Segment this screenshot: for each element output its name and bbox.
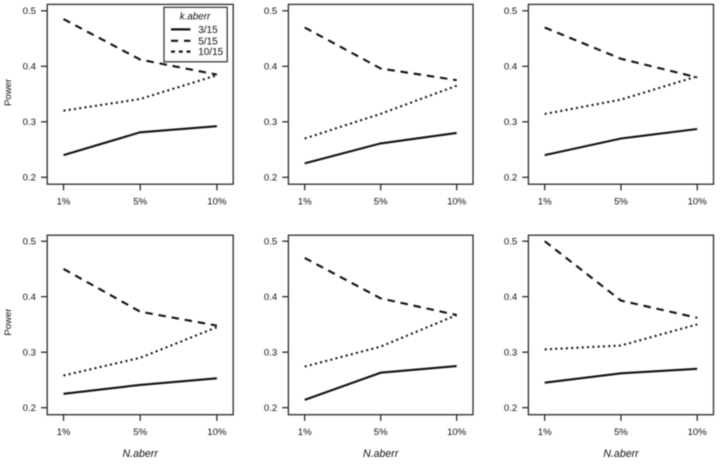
svg-text:0.5: 0.5	[23, 237, 36, 248]
svg-text:Power: Power	[3, 308, 14, 336]
svg-text:10%: 10%	[447, 427, 467, 438]
svg-text:10%: 10%	[447, 197, 467, 208]
svg-text:0.3: 0.3	[264, 117, 277, 128]
svg-text:k.aberr: k.aberr	[180, 11, 211, 22]
svg-text:0.4: 0.4	[504, 292, 518, 303]
svg-text:0.3: 0.3	[23, 348, 36, 359]
svg-text:1%: 1%	[538, 427, 552, 438]
svg-text:10%: 10%	[207, 427, 227, 438]
svg-text:N.aberr: N.aberr	[363, 448, 399, 460]
svg-text:0.2: 0.2	[264, 173, 277, 184]
svg-text:5/15: 5/15	[198, 36, 218, 47]
svg-text:0.4: 0.4	[504, 62, 518, 73]
svg-text:10%: 10%	[688, 427, 708, 438]
svg-text:0.3: 0.3	[23, 117, 36, 128]
svg-text:5%: 5%	[614, 197, 628, 208]
svg-text:5%: 5%	[133, 427, 147, 438]
svg-text:1%: 1%	[298, 197, 312, 208]
svg-text:1%: 1%	[57, 427, 71, 438]
svg-text:10%: 10%	[207, 197, 227, 208]
svg-text:0.4: 0.4	[23, 62, 37, 73]
svg-text:1%: 1%	[298, 427, 312, 438]
svg-text:N.aberr: N.aberr	[603, 448, 639, 460]
svg-text:0.2: 0.2	[504, 403, 517, 414]
svg-text:0.5: 0.5	[264, 6, 277, 17]
svg-text:5%: 5%	[133, 197, 147, 208]
svg-text:Power: Power	[3, 78, 14, 106]
svg-text:3/15: 3/15	[198, 25, 218, 36]
svg-text:N.aberr: N.aberr	[123, 448, 159, 460]
svg-text:0.3: 0.3	[264, 348, 277, 359]
svg-text:0.3: 0.3	[504, 348, 517, 359]
svg-text:10%: 10%	[688, 197, 708, 208]
svg-text:0.2: 0.2	[264, 403, 277, 414]
svg-text:0.5: 0.5	[264, 237, 277, 248]
svg-text:0.5: 0.5	[504, 6, 517, 17]
svg-text:5%: 5%	[614, 427, 628, 438]
svg-text:1%: 1%	[538, 197, 552, 208]
svg-text:0.4: 0.4	[264, 292, 278, 303]
svg-text:1%: 1%	[57, 197, 71, 208]
svg-text:0.3: 0.3	[504, 117, 517, 128]
svg-text:0.2: 0.2	[23, 173, 36, 184]
svg-text:0.5: 0.5	[504, 237, 517, 248]
svg-text:0.2: 0.2	[504, 173, 517, 184]
svg-text:0.4: 0.4	[23, 292, 37, 303]
svg-text:10/15: 10/15	[198, 47, 223, 58]
svg-text:0.2: 0.2	[23, 403, 36, 414]
svg-text:5%: 5%	[374, 427, 388, 438]
svg-text:5%: 5%	[374, 197, 388, 208]
svg-text:0.4: 0.4	[264, 62, 278, 73]
svg-text:0.5: 0.5	[23, 6, 36, 17]
